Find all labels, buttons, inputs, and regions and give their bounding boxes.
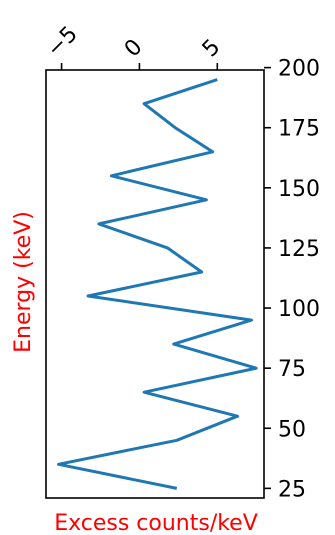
x-axis-label: Excess counts/keV (54, 511, 258, 535)
y-tick-label: 50 (278, 417, 306, 442)
y-axis-label: Energy (keV) (11, 211, 36, 353)
data-series-line (57, 78, 258, 490)
x-tick-label: 0 (120, 35, 148, 63)
x-tick-labels: −5 0 5 (42, 22, 225, 63)
y-tick-label: 100 (278, 297, 320, 322)
y-tick-label: 25 (278, 477, 306, 502)
x-tick-label: 5 (198, 35, 226, 63)
plot-frame (45, 69, 265, 499)
tick-marks (60, 63, 271, 490)
x-tick-label: −5 (42, 22, 83, 63)
y-tick-label: 75 (278, 357, 306, 382)
y-tick-label: 125 (278, 237, 320, 262)
y-tick-label: 200 (278, 57, 320, 82)
y-tick-labels: 25 50 75 100 125 150 175 200 (278, 57, 320, 503)
y-tick-label: 150 (278, 177, 320, 202)
y-tick-label: 175 (278, 117, 320, 142)
